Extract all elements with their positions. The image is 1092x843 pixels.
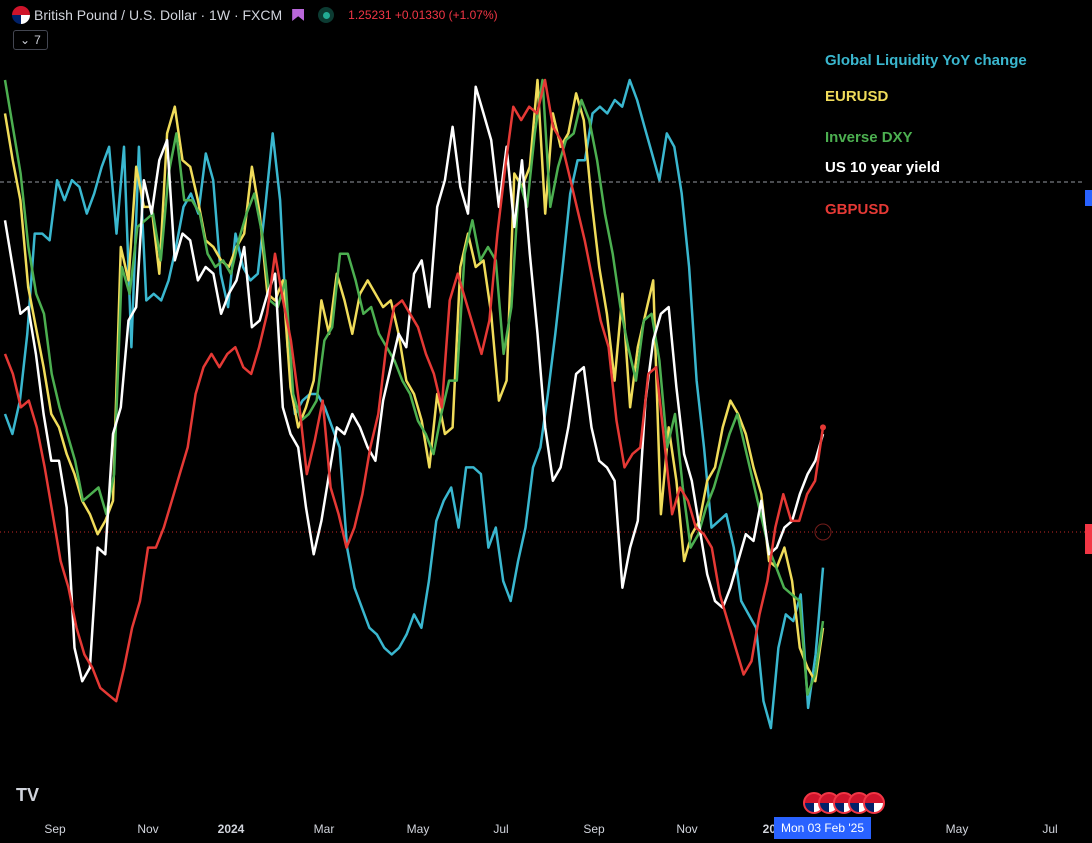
- x-axis: SepNov2024MarMayJulSepNov2025MayJul: [44, 822, 1057, 836]
- series-line-4[interactable]: [3, 78, 825, 703]
- price-change: 1.25231 +0.01330 (+1.07%): [348, 8, 498, 22]
- x-tick-label: Sep: [583, 822, 605, 836]
- x-tick-label: 2024: [218, 822, 245, 836]
- legend-entry: Global Liquidity YoY change: [825, 52, 1027, 69]
- legend-entry: EURUSD: [825, 88, 889, 105]
- indicator-count: 7: [34, 33, 41, 47]
- series-line-1[interactable]: [3, 78, 825, 683]
- series-line-3[interactable]: [3, 85, 825, 683]
- market-status-icon[interactable]: [318, 7, 335, 23]
- event-flag-icon[interactable]: [863, 792, 885, 814]
- x-tick-label: May: [946, 822, 969, 836]
- series-line-2[interactable]: [3, 78, 825, 696]
- chevron-down-icon: ⌄: [20, 33, 31, 47]
- legend: Global Liquidity YoY change EURUSD Inverse…: [825, 52, 1027, 218]
- series-layer: [3, 78, 826, 730]
- symbol-title[interactable]: British Pound / U.S. Dollar · 1W · FXCM: [34, 7, 283, 23]
- x-tick-label: Nov: [137, 822, 158, 836]
- x-tick-label: May: [407, 822, 430, 836]
- symbol-header[interactable]: British Pound / U.S. Dollar · 1W · FXCM …: [0, 0, 498, 30]
- tradingview-logo[interactable]: TV: [16, 785, 40, 805]
- x-tick-label: Mar: [314, 822, 335, 836]
- last-point-ring: [814, 523, 832, 541]
- x-tick-label: Jul: [493, 822, 508, 836]
- legend-entry: Inverse DXY: [825, 129, 913, 146]
- legend-entry: GBPUSD: [825, 201, 889, 218]
- last-point-dot: [820, 424, 826, 431]
- bookmark-icon[interactable]: [292, 9, 305, 21]
- economic-events[interactable]: [803, 792, 885, 814]
- gbp-usd-flag-icon: [12, 6, 30, 24]
- price-axis-blue-marker: [1085, 190, 1092, 206]
- crosshair-date-label: Mon 03 Feb '25: [774, 817, 871, 839]
- price-axis-red-marker: [1085, 524, 1092, 554]
- x-tick-label: Nov: [676, 822, 697, 836]
- x-tick-label: Sep: [44, 822, 66, 836]
- legend-entry: US 10 year yield: [825, 159, 940, 176]
- collapse-indicators-button[interactable]: ⌄ 7: [13, 30, 48, 50]
- x-tick-label: Jul: [1042, 822, 1057, 836]
